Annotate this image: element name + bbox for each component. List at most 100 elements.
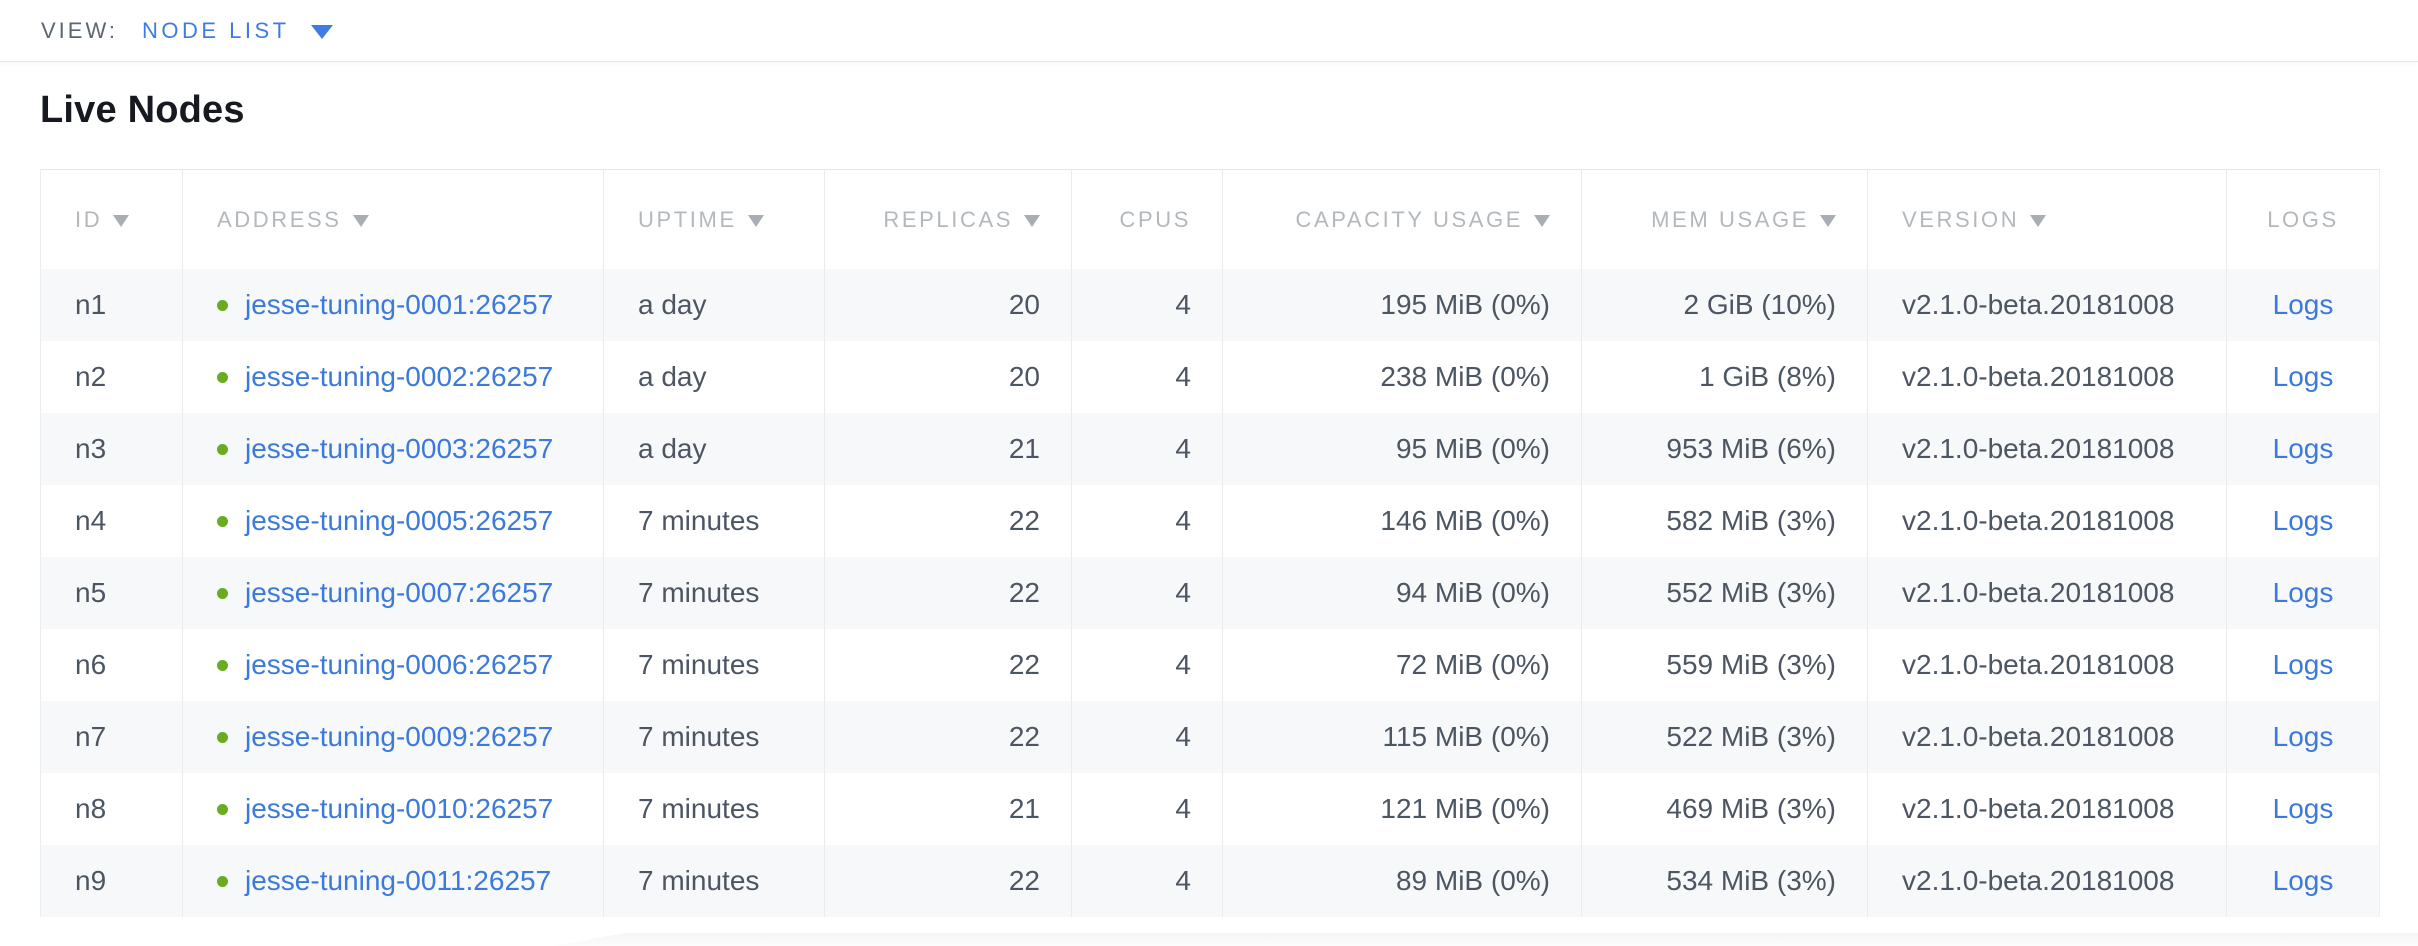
cell-mem: 2 GiB (10%) bbox=[1582, 269, 1868, 341]
cell-value: v2.1.0-beta.20181008 bbox=[1902, 433, 2175, 464]
column-header-capacity[interactable]: CAPACITY USAGE bbox=[1223, 170, 1582, 269]
cell-uptime: 7 minutes bbox=[604, 701, 825, 773]
page-title: Live Nodes bbox=[40, 89, 245, 131]
node-address-link[interactable]: jesse-tuning-0011:26257 bbox=[245, 865, 552, 896]
node-address-link[interactable]: jesse-tuning-0001:26257 bbox=[245, 289, 554, 320]
cell-logs: Logs bbox=[2227, 341, 2379, 413]
cell-value: 22 bbox=[1008, 865, 1040, 896]
column-header-label: CPUS bbox=[1119, 206, 1191, 232]
cell-logs: Logs bbox=[2227, 701, 2379, 773]
column-header-replicas[interactable]: REPLICAS bbox=[825, 170, 1072, 269]
table-row: n2 jesse-tuning-0002:26257 a day 20 4 238 MiB… bbox=[41, 341, 2379, 413]
cell-address: jesse-tuning-0007:26257 bbox=[183, 557, 604, 629]
table-row: n4 jesse-tuning-0005:26257 7 minutes 22 4 146… bbox=[41, 485, 2379, 557]
table-row: n9 jesse-tuning-0011:26257 7 minutes 22 4 89 … bbox=[41, 845, 2379, 917]
cell-cpus: 4 bbox=[1072, 701, 1223, 773]
cell-value: v2.1.0-beta.20181008 bbox=[1902, 289, 2175, 320]
sort-desc-icon bbox=[1024, 214, 1040, 227]
cell-version: v2.1.0-beta.20181008 bbox=[1868, 629, 2227, 701]
column-header-label: ADDRESS bbox=[217, 206, 342, 232]
cell-value: 7 minutes bbox=[638, 649, 760, 680]
node-address-link[interactable]: jesse-tuning-0009:26257 bbox=[245, 721, 554, 752]
view-bar: VIEW: NODE LIST bbox=[0, 0, 2418, 62]
cell-value: 4 bbox=[1175, 865, 1191, 896]
cell-value: 195 MiB (0%) bbox=[1380, 289, 1550, 320]
column-header-label: ID bbox=[75, 206, 103, 232]
node-address-link[interactable]: jesse-tuning-0007:26257 bbox=[245, 577, 554, 608]
logs-link[interactable]: Logs bbox=[2272, 721, 2334, 752]
cell-uptime: 7 minutes bbox=[604, 485, 825, 557]
cell-id: n6 bbox=[41, 629, 183, 701]
cell-id: n4 bbox=[41, 485, 183, 557]
cell-value: 7 minutes bbox=[638, 505, 760, 536]
cell-id: n7 bbox=[41, 701, 183, 773]
logs-link[interactable]: Logs bbox=[2272, 433, 2334, 464]
cell-cpus: 4 bbox=[1072, 485, 1223, 557]
cell-value: 146 MiB (0%) bbox=[1380, 505, 1550, 536]
column-header-cpus: CPUS bbox=[1072, 170, 1223, 269]
node-address-link[interactable]: jesse-tuning-0005:26257 bbox=[245, 505, 554, 536]
cell-value: 4 bbox=[1175, 361, 1191, 392]
cell-capacity: 238 MiB (0%) bbox=[1223, 341, 1582, 413]
logs-link[interactable]: Logs bbox=[2272, 289, 2334, 320]
cell-cpus: 4 bbox=[1072, 629, 1223, 701]
column-header-id[interactable]: ID bbox=[41, 170, 183, 269]
cell-id: n8 bbox=[41, 773, 183, 845]
column-header-uptime[interactable]: UPTIME bbox=[604, 170, 825, 269]
cell-value: n3 bbox=[75, 433, 107, 464]
node-live-status-icon bbox=[217, 803, 228, 815]
cell-cpus: 4 bbox=[1072, 413, 1223, 485]
logs-link[interactable]: Logs bbox=[2272, 505, 2334, 536]
view-label: VIEW: bbox=[41, 17, 118, 43]
logs-link[interactable]: Logs bbox=[2272, 793, 2334, 824]
sort-desc-icon bbox=[352, 214, 369, 227]
node-address-link[interactable]: jesse-tuning-0010:26257 bbox=[245, 793, 554, 824]
cell-logs: Logs bbox=[2227, 413, 2379, 485]
logs-link[interactable]: Logs bbox=[2272, 577, 2334, 608]
cell-address: jesse-tuning-0009:26257 bbox=[183, 701, 604, 773]
column-header-label: UPTIME bbox=[638, 206, 737, 232]
cell-id: n9 bbox=[41, 845, 183, 917]
cell-address: jesse-tuning-0010:26257 bbox=[183, 773, 604, 845]
cell-version: v2.1.0-beta.20181008 bbox=[1868, 845, 2227, 917]
cell-uptime: a day bbox=[604, 341, 825, 413]
cell-value: n4 bbox=[75, 505, 107, 536]
column-header-address[interactable]: ADDRESS bbox=[183, 170, 604, 269]
logs-link[interactable]: Logs bbox=[2272, 865, 2334, 896]
logs-link[interactable]: Logs bbox=[2272, 361, 2334, 392]
cell-logs: Logs bbox=[2227, 269, 2379, 341]
column-header-label: CAPACITY USAGE bbox=[1295, 206, 1523, 232]
cell-value: n5 bbox=[75, 577, 107, 608]
cell-value: n7 bbox=[75, 721, 107, 752]
column-header-mem[interactable]: MEM USAGE bbox=[1582, 170, 1868, 269]
cell-value: 1 GiB (8%) bbox=[1699, 361, 1836, 392]
cell-value: n2 bbox=[75, 361, 107, 392]
cell-value: 95 MiB (0%) bbox=[1395, 433, 1550, 464]
cell-uptime: a day bbox=[604, 413, 825, 485]
cell-capacity: 94 MiB (0%) bbox=[1223, 557, 1582, 629]
cell-value: 20 bbox=[1008, 361, 1040, 392]
cell-value: 7 minutes bbox=[638, 865, 760, 896]
logs-link[interactable]: Logs bbox=[2272, 649, 2334, 680]
cell-value: 238 MiB (0%) bbox=[1380, 361, 1550, 392]
cell-uptime: 7 minutes bbox=[604, 845, 825, 917]
cell-value: 522 MiB (3%) bbox=[1666, 721, 1836, 752]
cell-cpus: 4 bbox=[1072, 773, 1223, 845]
cell-address: jesse-tuning-0001:26257 bbox=[183, 269, 604, 341]
table-row: n8 jesse-tuning-0010:26257 7 minutes 21 4 121… bbox=[41, 773, 2379, 845]
node-live-status-icon bbox=[217, 371, 228, 383]
column-header-label: MEM USAGE bbox=[1651, 206, 1809, 232]
sort-desc-icon bbox=[113, 214, 130, 227]
column-header-version[interactable]: VERSION bbox=[1868, 170, 2227, 269]
live-nodes-table: ID ADDRESS UPTIME REPLICAS CPUS CAPACITY USAG… bbox=[40, 169, 2380, 917]
cell-version: v2.1.0-beta.20181008 bbox=[1868, 413, 2227, 485]
node-address-link[interactable]: jesse-tuning-0006:26257 bbox=[245, 649, 554, 680]
node-live-status-icon bbox=[217, 659, 228, 671]
node-address-link[interactable]: jesse-tuning-0003:26257 bbox=[245, 433, 554, 464]
cell-logs: Logs bbox=[2227, 773, 2379, 845]
cell-value: 21 bbox=[1008, 793, 1040, 824]
cell-address: jesse-tuning-0006:26257 bbox=[183, 629, 604, 701]
view-selector-dropdown[interactable]: NODE LIST bbox=[142, 18, 333, 44]
cell-value: n9 bbox=[75, 865, 107, 896]
node-address-link[interactable]: jesse-tuning-0002:26257 bbox=[245, 361, 554, 392]
